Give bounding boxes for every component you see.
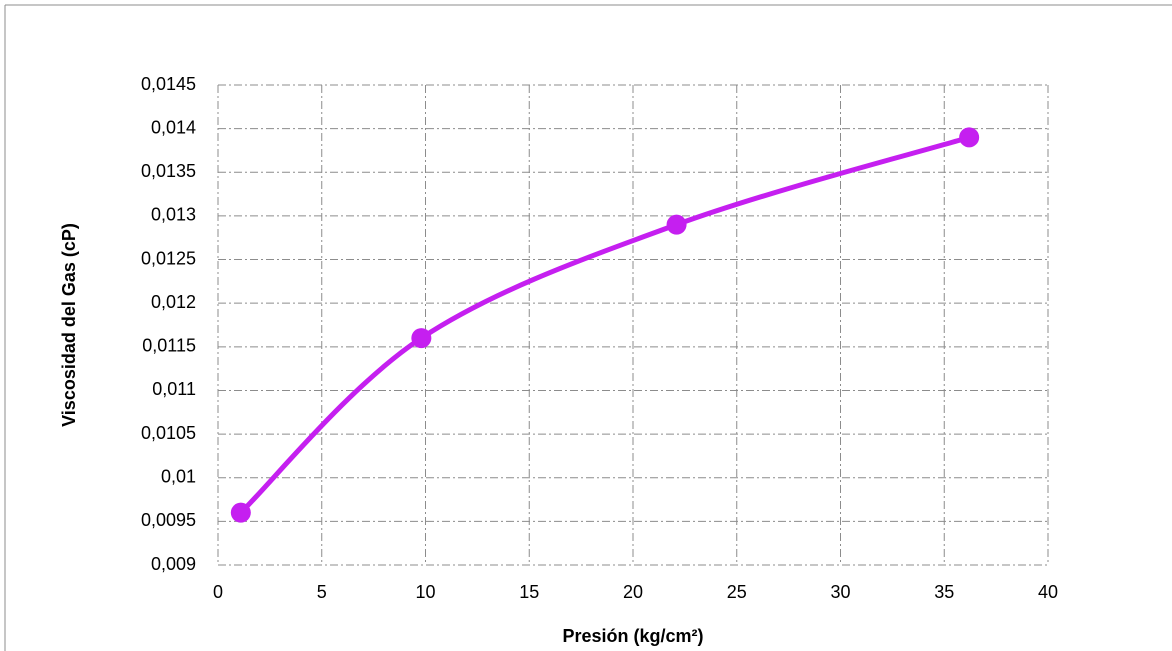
x-tick-label: 10 [415,582,435,602]
y-tick-label: 0,01 [161,466,196,486]
y-tick-label: 0,013 [151,205,196,225]
x-tick-label: 20 [623,582,643,602]
y-tick-label: 0,012 [151,292,196,312]
x-tick-label: 25 [727,582,747,602]
y-tick-label: 0,011 [152,379,196,399]
x-tick-label: 35 [934,582,954,602]
x-axis-title: Presión (kg/cm²) [562,626,703,646]
data-point [959,127,980,148]
y-tick-label: 0,0115 [142,336,196,356]
y-tick-label: 0,0145 [141,74,196,94]
y-tick-label: 0,0135 [141,161,196,181]
y-tick-label: 0,009 [151,554,196,574]
data-point [666,214,687,235]
data-point [230,502,251,523]
x-tick-label: 30 [830,582,850,602]
x-tick-label: 15 [519,582,539,602]
data-point [411,328,432,349]
x-tick-label: 40 [1038,582,1058,602]
data-line [238,134,972,516]
y-tick-label: 0,0105 [141,423,196,443]
y-tick-label: 0,0125 [141,248,196,268]
x-tick-label: 5 [317,582,327,602]
y-tick-label: 0,014 [151,117,196,137]
y-tick-label: 0,0095 [141,510,196,530]
x-tick-label: 0 [213,582,223,602]
y-axis-title: Viscosidad del Gas (cP) [59,223,79,427]
